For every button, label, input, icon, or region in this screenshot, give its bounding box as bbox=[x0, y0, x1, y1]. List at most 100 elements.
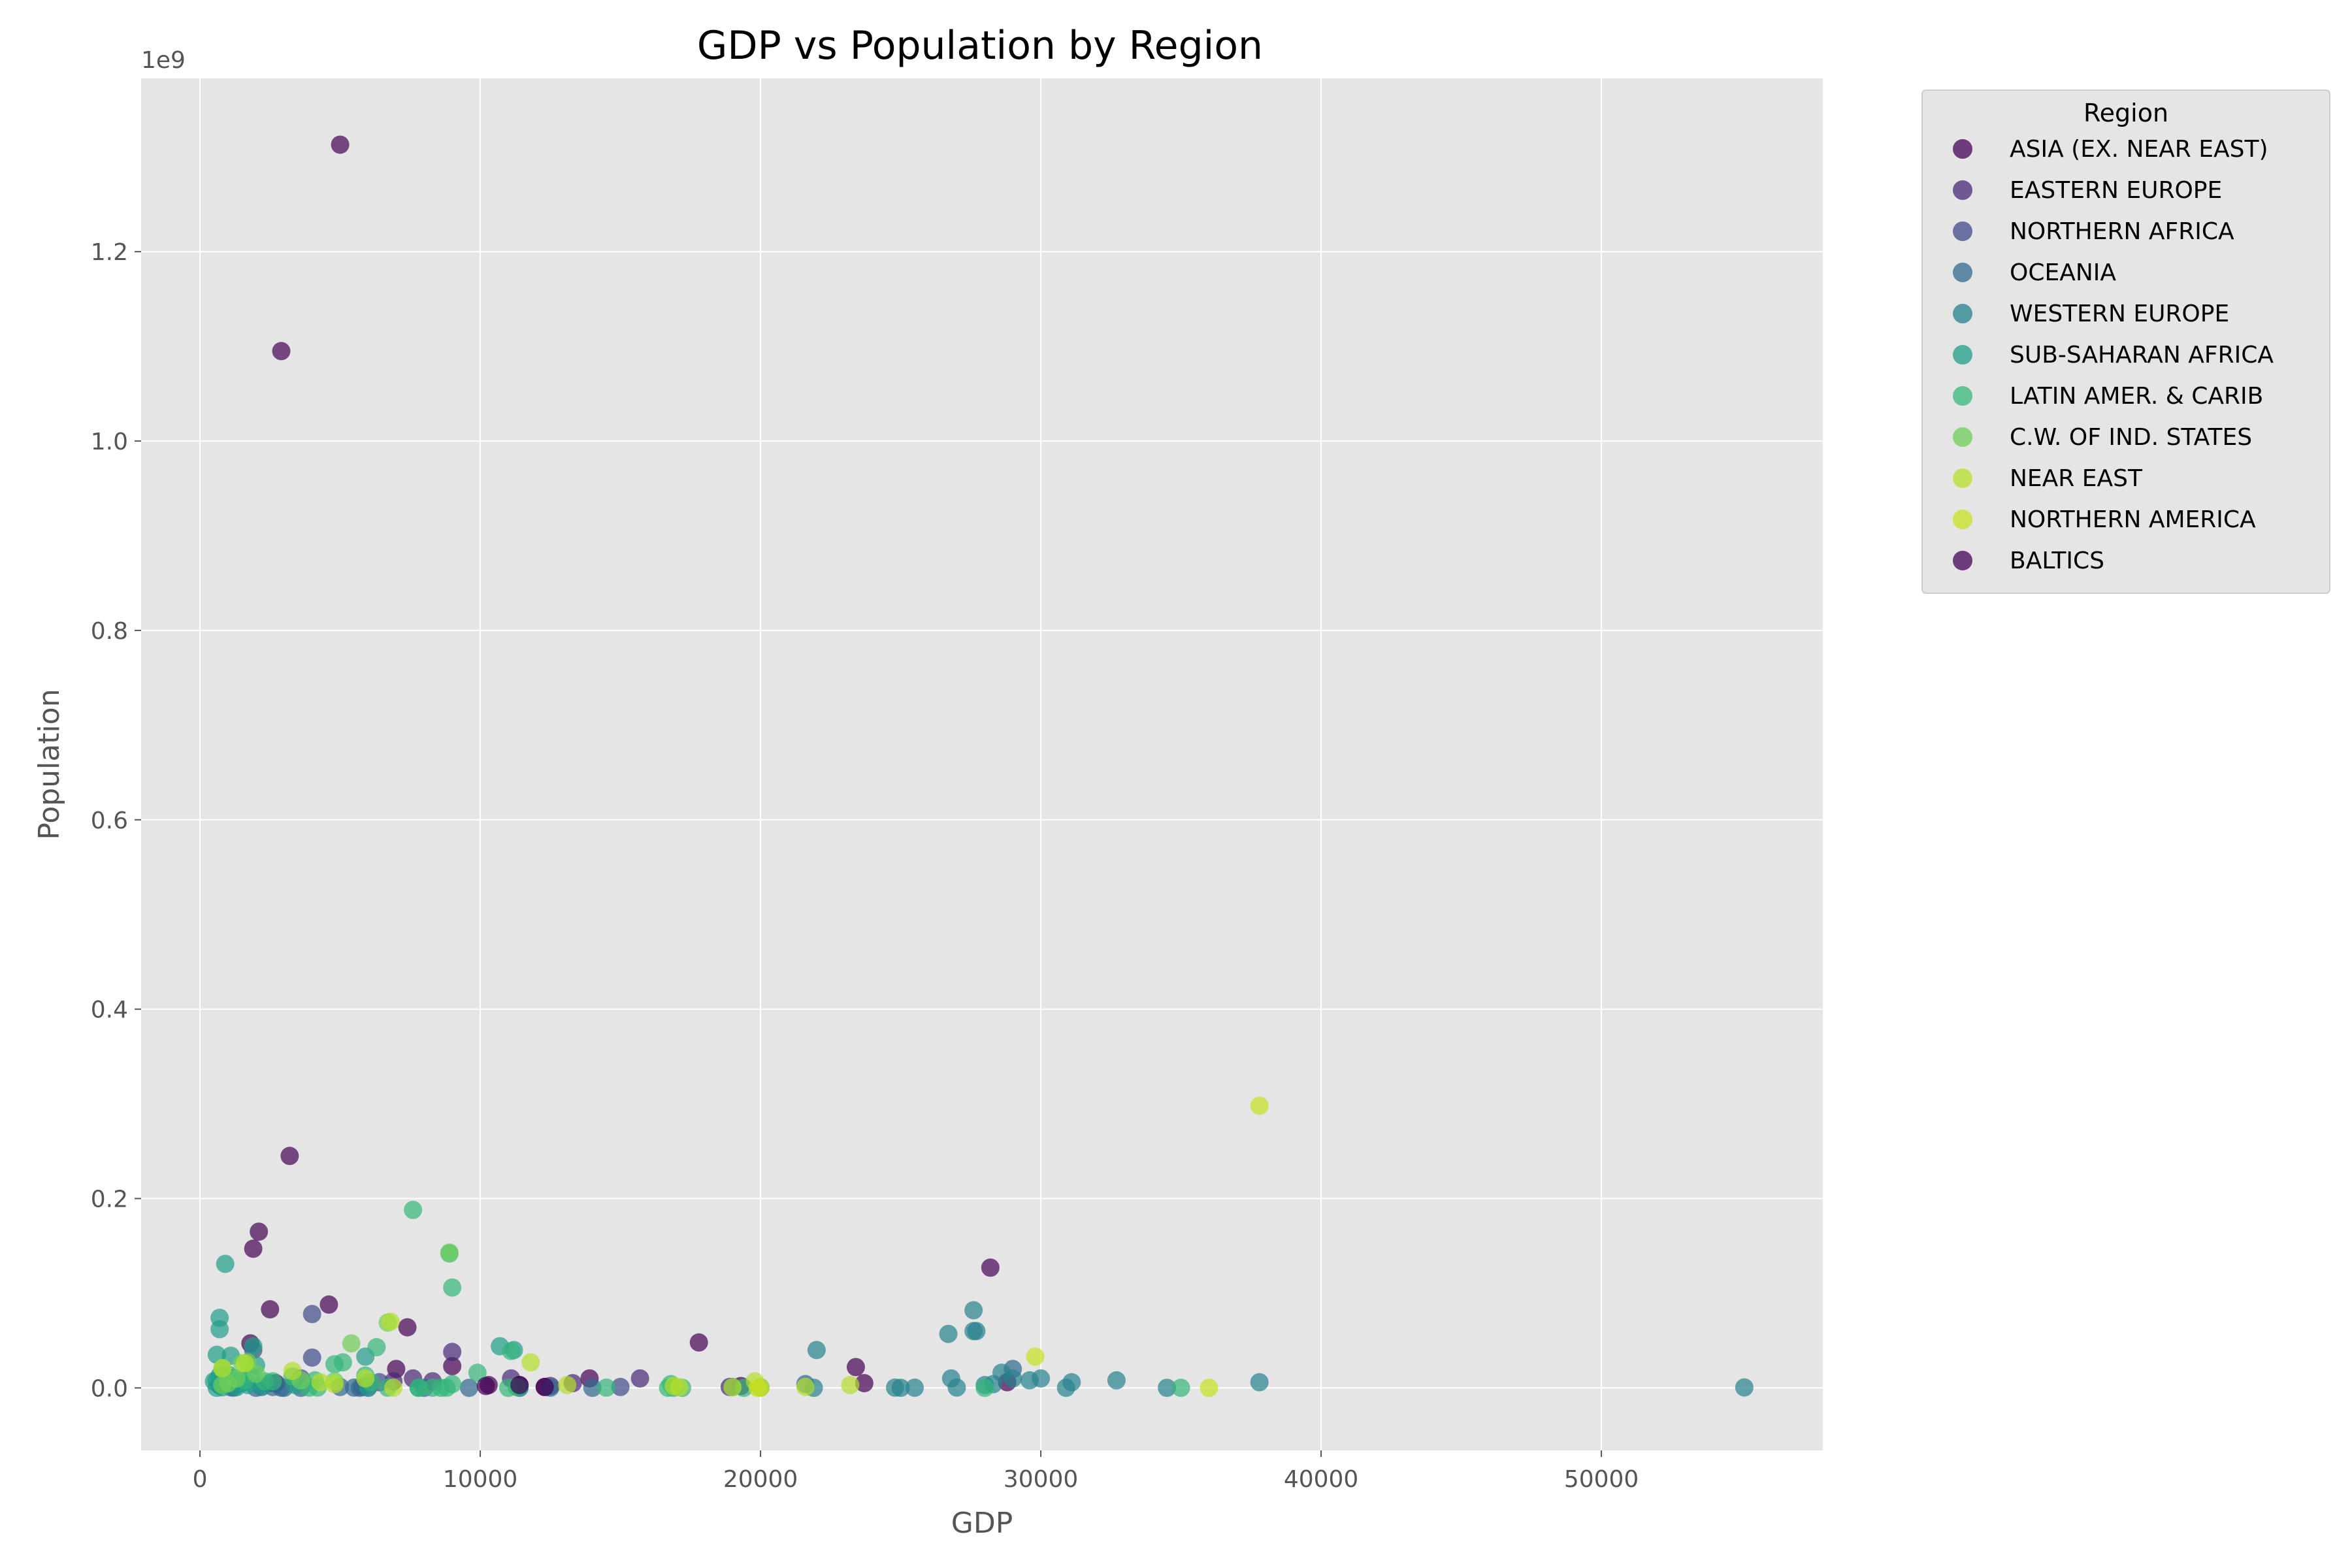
data-point bbox=[443, 1357, 462, 1376]
legend-item: NORTHERN AMERICA bbox=[1953, 506, 2256, 533]
data-point bbox=[398, 1318, 417, 1337]
data-point bbox=[227, 1369, 246, 1388]
legend-marker bbox=[1953, 551, 1972, 570]
data-point bbox=[325, 1375, 344, 1394]
data-point bbox=[1250, 1096, 1269, 1115]
data-point bbox=[941, 1369, 960, 1388]
data-point bbox=[261, 1300, 280, 1319]
legend-item: NORTHERN AFRICA bbox=[1953, 218, 2234, 245]
legend-item: BALTICS bbox=[1953, 547, 2104, 574]
data-point bbox=[1026, 1347, 1045, 1366]
data-point bbox=[440, 1243, 459, 1262]
legend-label: C.W. OF IND. STATES bbox=[2010, 424, 2252, 451]
data-point bbox=[244, 1337, 263, 1356]
data-point bbox=[1056, 1379, 1075, 1397]
legend-item: WESTERN EUROPE bbox=[1953, 301, 2229, 327]
legend-marker bbox=[1953, 427, 1972, 447]
legend-title: Region bbox=[2083, 99, 2168, 127]
y-tick-label: 0.2 bbox=[91, 1186, 128, 1213]
data-point bbox=[302, 1348, 321, 1367]
data-point bbox=[510, 1376, 529, 1394]
data-point bbox=[443, 1343, 462, 1362]
legend-label: SUB-SAHARAN AFRICA bbox=[2010, 342, 2274, 368]
data-point bbox=[1200, 1379, 1218, 1397]
y-axis-ticks: 0.0 0.2 0.4 0.6 0.8 1.0 1.2 bbox=[91, 239, 141, 1402]
data-point bbox=[319, 1295, 338, 1314]
legend-items: ASIA (EX. NEAR EAST) EASTERN EUROPE NORTHE… bbox=[1953, 136, 2274, 574]
data-point bbox=[796, 1377, 815, 1396]
series-9 bbox=[748, 1096, 1269, 1397]
legend-marker bbox=[1953, 221, 1972, 241]
data-point bbox=[583, 1379, 602, 1397]
data-point bbox=[216, 1254, 235, 1273]
data-point bbox=[235, 1354, 254, 1373]
data-point bbox=[1004, 1369, 1022, 1388]
data-point bbox=[748, 1379, 767, 1397]
legend-label: NEAR EAST bbox=[2010, 465, 2143, 492]
y-tick-label: 0.8 bbox=[91, 618, 128, 645]
data-point bbox=[384, 1379, 403, 1397]
data-point bbox=[1158, 1379, 1177, 1397]
x-tick-label: 50000 bbox=[1564, 1466, 1639, 1493]
data-point bbox=[535, 1377, 554, 1396]
legend-marker bbox=[1953, 139, 1972, 159]
data-point bbox=[210, 1320, 229, 1339]
legend-item: C.W. OF IND. STATES bbox=[1953, 424, 2252, 451]
chart-title: GDP vs Population by Region bbox=[697, 23, 1263, 69]
y-tick-label: 0.0 bbox=[91, 1375, 128, 1402]
series-10 bbox=[476, 1376, 554, 1396]
data-point bbox=[311, 1373, 330, 1392]
y-axis-offset-label: 1e9 bbox=[141, 47, 186, 74]
legend-item: EASTERN EUROPE bbox=[1953, 177, 2222, 204]
data-point bbox=[381, 1312, 400, 1331]
data-point bbox=[689, 1333, 708, 1352]
data-points bbox=[204, 135, 1754, 1397]
legend-marker bbox=[1953, 304, 1972, 323]
data-point bbox=[459, 1379, 478, 1397]
data-point bbox=[975, 1379, 994, 1397]
legend-box bbox=[1921, 90, 2330, 594]
legend-label: ASIA (EX. NEAR EAST) bbox=[2010, 136, 2268, 163]
data-point bbox=[521, 1353, 540, 1372]
y-axis-label: Population bbox=[33, 689, 66, 840]
data-point bbox=[409, 1379, 428, 1397]
data-point bbox=[597, 1378, 616, 1397]
legend-label: NORTHERN AMERICA bbox=[2010, 506, 2256, 533]
x-axis-ticks: 0 10000 20000 30000 40000 50000 bbox=[193, 1450, 1639, 1493]
data-point bbox=[280, 1147, 299, 1166]
legend-label: OCEANIA bbox=[2010, 259, 2116, 286]
plot-area bbox=[141, 78, 1823, 1450]
data-point bbox=[213, 1376, 232, 1394]
data-point bbox=[558, 1376, 577, 1394]
data-point bbox=[502, 1341, 521, 1360]
data-point bbox=[1171, 1379, 1190, 1397]
data-point bbox=[1250, 1373, 1269, 1392]
data-point bbox=[1107, 1371, 1126, 1390]
grid-lines bbox=[141, 78, 1823, 1450]
data-point bbox=[1735, 1378, 1754, 1397]
data-point bbox=[331, 135, 350, 154]
legend-item: NEAR EAST bbox=[1953, 465, 2143, 492]
data-point bbox=[723, 1378, 742, 1397]
x-tick-label: 40000 bbox=[1284, 1466, 1359, 1493]
x-tick-label: 30000 bbox=[1004, 1466, 1079, 1493]
legend-label: BALTICS bbox=[2010, 547, 2104, 574]
legend-item: LATIN AMER. & CARIB bbox=[1953, 383, 2263, 410]
y-tick-label: 1.0 bbox=[91, 429, 128, 455]
data-point bbox=[283, 1362, 302, 1380]
data-point bbox=[476, 1377, 495, 1396]
y-tick-label: 0.6 bbox=[91, 808, 128, 834]
legend-marker bbox=[1953, 386, 1972, 406]
data-point bbox=[981, 1258, 1000, 1277]
data-point bbox=[302, 1305, 321, 1324]
data-point bbox=[630, 1369, 649, 1388]
legend-marker bbox=[1953, 510, 1972, 529]
data-point bbox=[807, 1341, 826, 1360]
x-tick-label: 0 bbox=[193, 1466, 208, 1493]
data-point bbox=[886, 1378, 905, 1397]
legend-item: OCEANIA bbox=[1953, 259, 2116, 286]
data-point bbox=[841, 1376, 860, 1394]
data-point bbox=[964, 1301, 983, 1320]
y-tick-label: 0.4 bbox=[91, 997, 128, 1024]
